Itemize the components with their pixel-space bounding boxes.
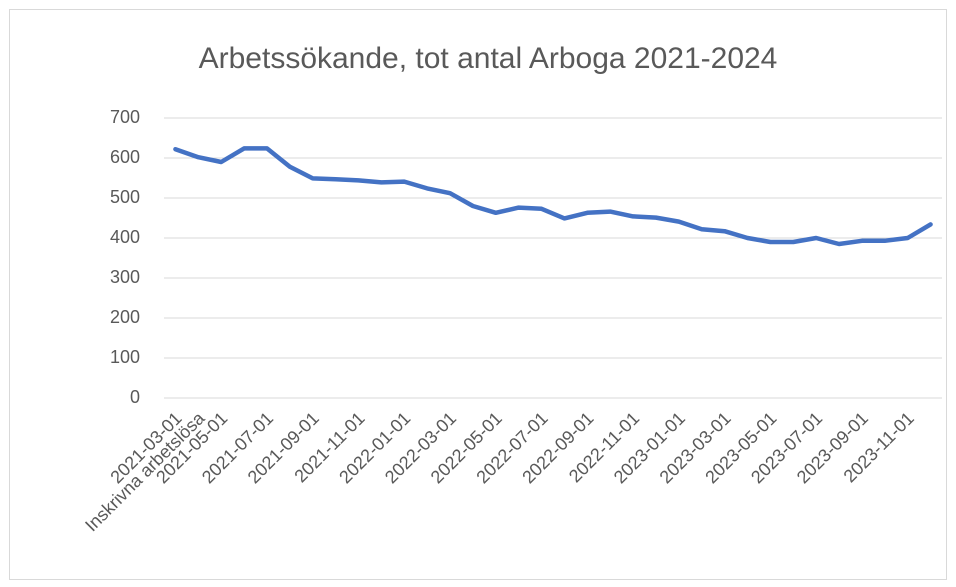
y-tick-label: 0 <box>130 387 140 407</box>
chart-border <box>9 9 947 580</box>
y-tick-label: 100 <box>110 347 140 367</box>
chart-title: Arbetssökande, tot antal Arboga 2021-202… <box>199 42 778 75</box>
y-tick-label: 600 <box>110 147 140 167</box>
y-tick-label: 700 <box>110 107 140 127</box>
line <box>173 146 933 247</box>
y-tick-label: 300 <box>110 267 140 287</box>
y-tick-label: 200 <box>110 307 140 327</box>
y-tick-label: 500 <box>110 187 140 207</box>
y-tick-label: 400 <box>110 227 140 247</box>
